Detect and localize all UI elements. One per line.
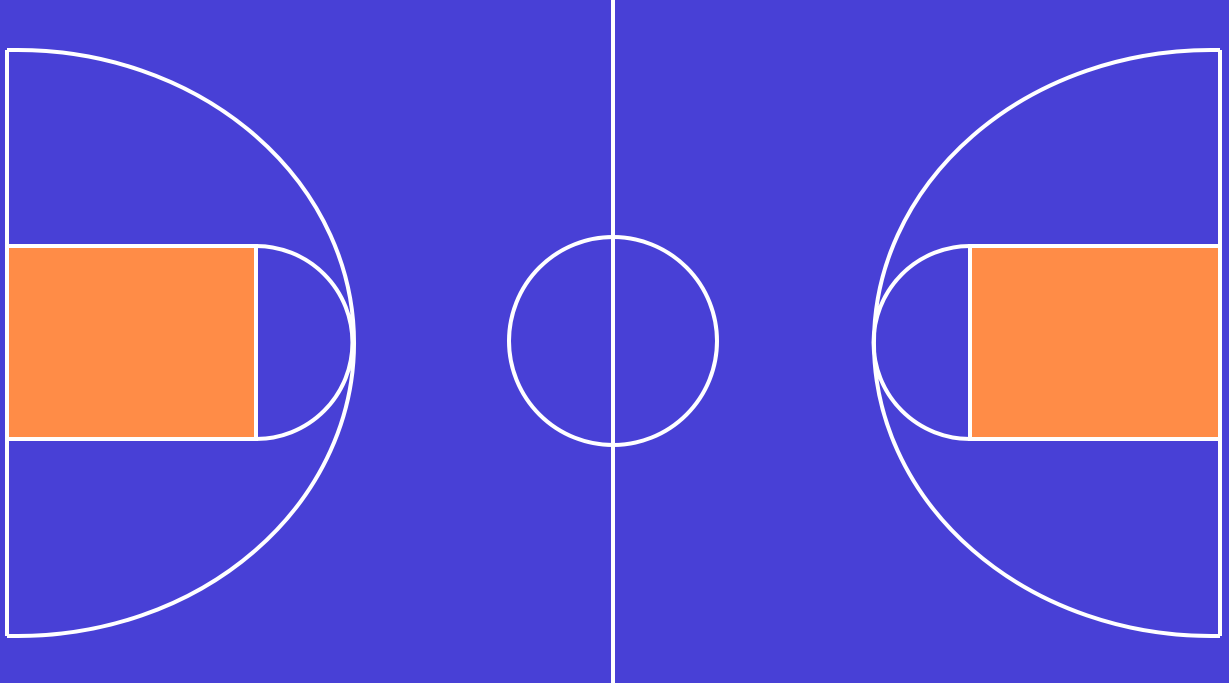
center-circle [507,235,719,447]
left-free-throw-arc [255,244,355,441]
right-free-throw-arc [871,244,971,441]
left-key [7,246,256,439]
left-key-outline [5,244,258,441]
right-key [970,246,1220,439]
right-key-outline [968,244,1222,441]
